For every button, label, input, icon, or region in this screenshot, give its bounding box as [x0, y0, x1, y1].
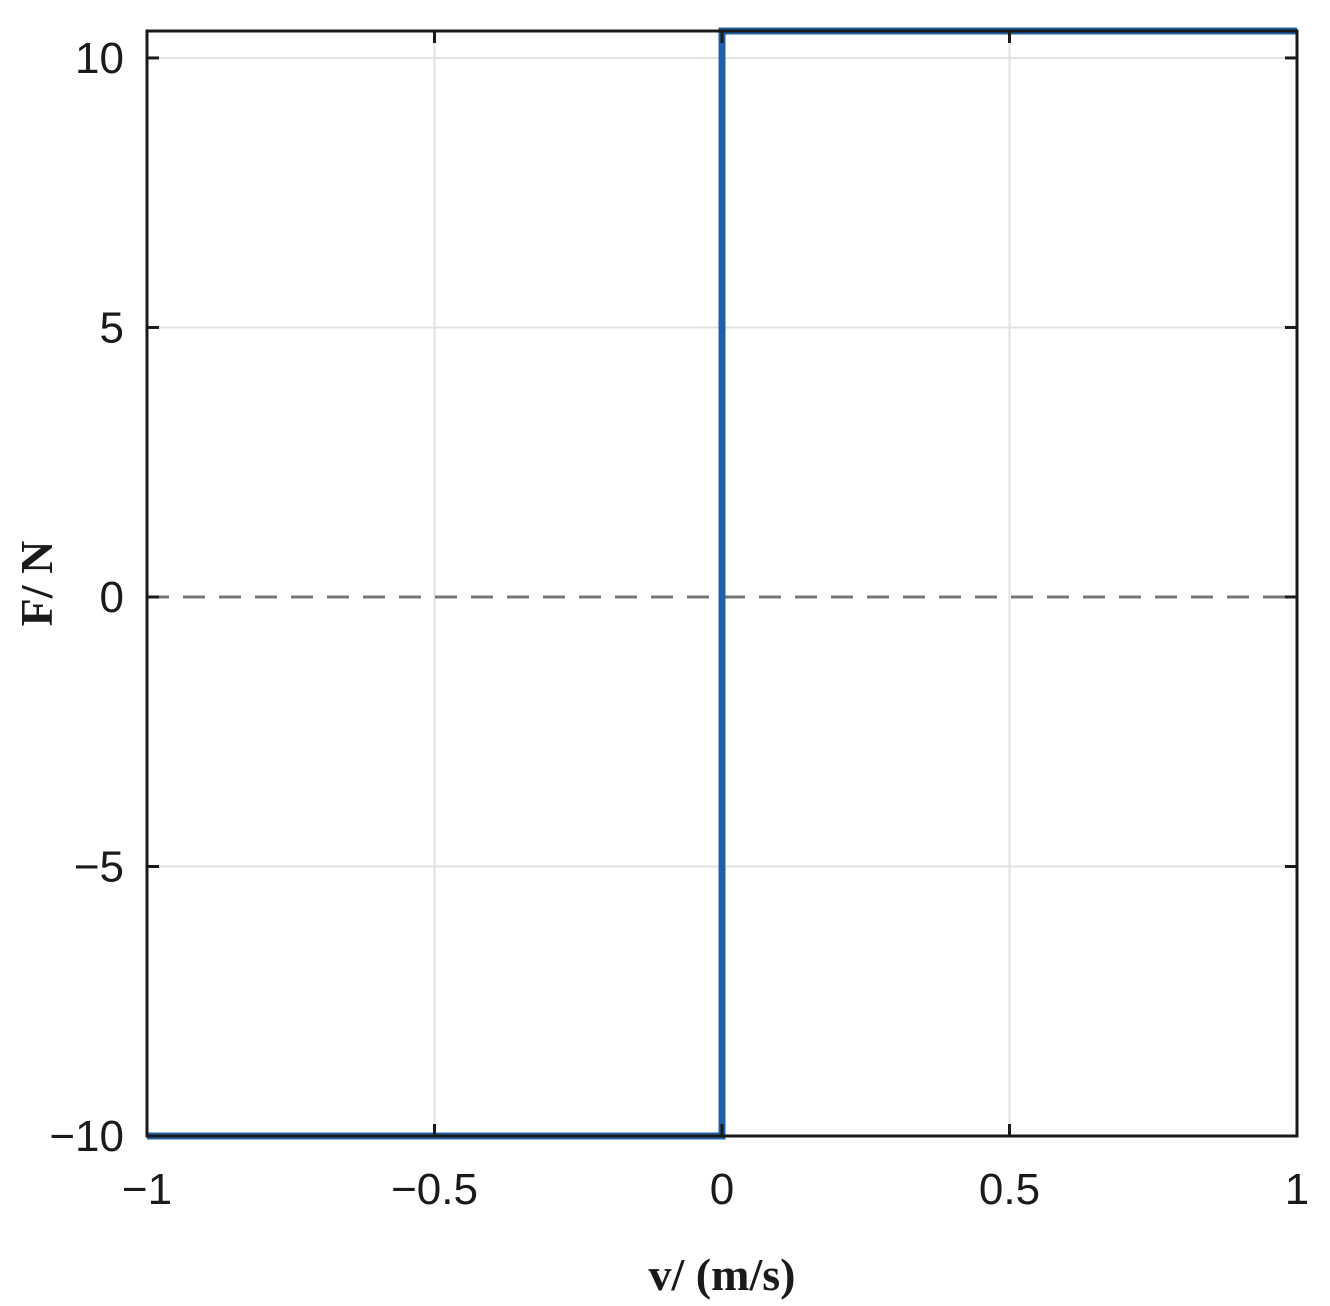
x-tick-label: −1 — [122, 1165, 172, 1214]
y-tick-label: −10 — [49, 1112, 124, 1161]
x-tick-label: 0.5 — [979, 1165, 1040, 1214]
y-tick-label: −5 — [74, 842, 124, 891]
x-tick-label: 0 — [710, 1165, 734, 1214]
x-tick-label: 1 — [1285, 1165, 1309, 1214]
y-tick-label: 0 — [100, 573, 124, 622]
x-tick-label: −0.5 — [391, 1165, 478, 1214]
y-tick-label: 5 — [100, 303, 124, 352]
y-tick-label: 10 — [75, 34, 124, 83]
x-tick-labels: −1 −0.5 0 0.5 1 — [122, 1165, 1309, 1214]
y-tick-labels: −10 −5 0 5 10 — [49, 34, 124, 1161]
ticks — [145, 31, 1299, 1138]
series-line — [147, 27, 1297, 1140]
series-group — [147, 27, 1297, 1140]
y-axis-label: F/ N — [11, 541, 62, 627]
x-axis-label: v/ (m/s) — [649, 1249, 796, 1300]
